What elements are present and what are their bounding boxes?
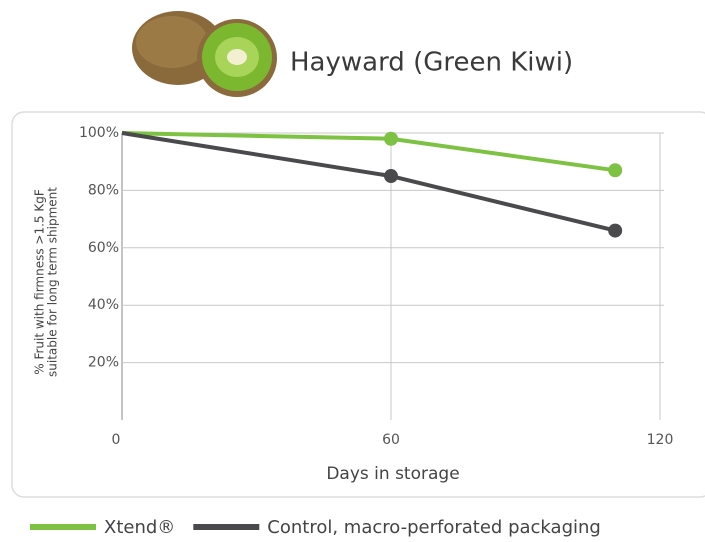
y-tick-label: 80% (88, 182, 119, 198)
legend-label: Xtend® (104, 517, 175, 538)
y-tick-label: 20% (88, 355, 119, 371)
data-point (384, 169, 398, 183)
y-tick-label: 100% (79, 125, 119, 141)
data-point (384, 132, 398, 146)
x-axis-label: Days in storage (326, 464, 459, 484)
x-tick-label: 0 (112, 432, 121, 448)
data-point (608, 163, 622, 177)
y-tick-label: 40% (88, 297, 119, 313)
x-tick-label: 60 (382, 432, 400, 448)
y-tick-label: 60% (88, 240, 119, 256)
kiwi-image (132, 11, 277, 97)
legend-label: Control, macro-perforated packaging (267, 517, 601, 538)
y-axis-label: % Fruit with firmness >1.5 KgF (33, 189, 47, 375)
page: Hayward (Green Kiwi) % Fruit with firmne… (0, 0, 705, 542)
title: Hayward (Green Kiwi) (290, 48, 573, 78)
x-tick-label: 120 (647, 432, 674, 448)
y-axis-label: suitable for long term shipment (46, 187, 60, 377)
data-point (608, 224, 622, 238)
